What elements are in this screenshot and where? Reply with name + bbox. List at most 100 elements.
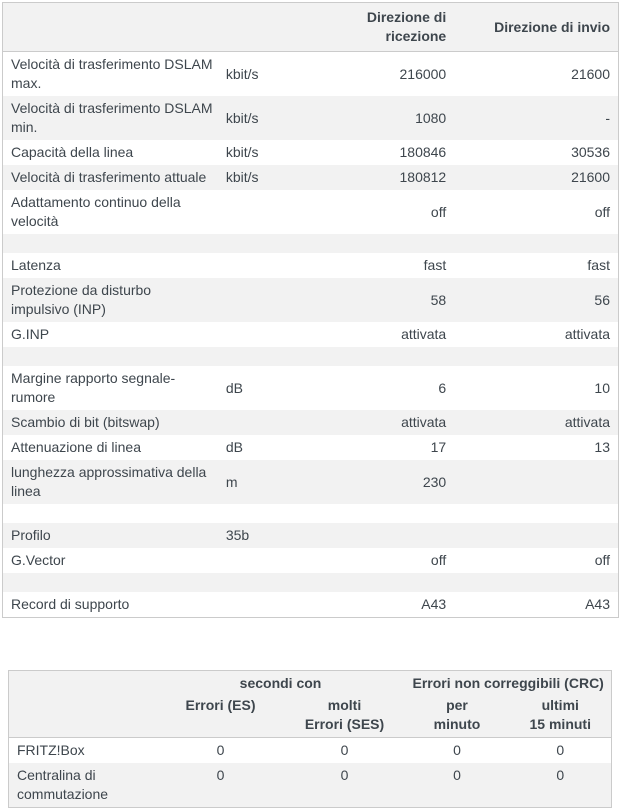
row-value-ricezione: attivata [401, 326, 447, 342]
col-header-per-minuto: per minuto [404, 693, 510, 738]
row-label: Profilo [2, 523, 218, 548]
row-label: Centralina di commutazione [8, 763, 157, 808]
row-value: 0 [216, 742, 225, 758]
col-header-errori-es: Errori (ES) [156, 693, 285, 738]
row-unit [217, 278, 308, 322]
dsl-line-table: Direzione di ricezione Direzione di invi… [2, 2, 619, 618]
table-row: Centralina di commutazione 0 0 0 0 [8, 763, 612, 808]
row-value: 0 [340, 742, 349, 758]
dsl-header-empty-unit [217, 2, 308, 52]
row-unit [217, 410, 308, 435]
table-row: Velocità di trasferimento attuale kbit/s 1… [2, 165, 619, 190]
row-unit [218, 592, 308, 618]
table-row: Attenuazione di linea dB 17 13 [3, 435, 619, 460]
row-label [2, 234, 218, 253]
table-row: Record di supporto A43 A43 [3, 592, 619, 618]
row-value-ricezione [307, 347, 455, 366]
row-value-ricezione [307, 573, 455, 592]
dsl-header-direzione-ricezione: Direzione di ricezione [307, 2, 455, 52]
row-value-invio: attivata [454, 410, 619, 435]
group-header-errori-crc: Errori non correggibili (CRC) [404, 670, 612, 693]
row-value-ricezione: 58 [307, 278, 455, 322]
table-row: Scambio di bit (bitswap) attivata attivata [2, 410, 619, 435]
table-row: Profilo 35b [2, 523, 619, 548]
row-label: Velocità di trasferimento DSLAM min. [2, 96, 218, 140]
table-row: G.INP attivata attivata [3, 322, 619, 347]
row-value-invio: 13 [594, 439, 610, 455]
row-value-ricezione [307, 234, 455, 253]
error-table-group-header-row: secondi con Errori non correggibili (CRC… [8, 670, 612, 693]
row-value-invio: off [594, 203, 610, 220]
table-row: FRITZ!Box 0 0 0 0 [9, 738, 612, 764]
row-value-invio: 21600 [454, 165, 619, 190]
row-value-ricezione: A43 [421, 596, 447, 612]
row-value-invio: 21600 [571, 65, 610, 82]
row-value: 0 [453, 742, 461, 758]
error-table-column-header-row: Errori (ES) molti Errori (SES) per minut… [8, 693, 612, 738]
row-value-ricezione: 6 [438, 379, 447, 396]
row-label: Attenuazione di linea [11, 439, 141, 455]
table-row: Velocità di trasferimento DSLAM max. kbit… [3, 52, 619, 97]
row-value-ricezione: fast [423, 257, 447, 273]
row-value-invio: fast [587, 257, 610, 273]
row-unit: kbit/s [225, 65, 259, 82]
table-row [2, 573, 619, 592]
row-label: lunghezza approssimativa della linea [2, 460, 218, 504]
row-unit: 35b [217, 523, 308, 548]
col-header-molti-errori-ses: molti Errori (SES) [284, 693, 405, 738]
row-value-ricezione: 230 [307, 460, 455, 504]
row-value-invio [454, 460, 619, 504]
row-label: FRITZ!Box [17, 742, 85, 758]
row-value: 0 [156, 763, 285, 808]
table-row: Protezione da disturbo impulsivo (INP) 58… [2, 278, 619, 322]
row-unit [218, 190, 308, 234]
row-value-invio: A43 [585, 596, 610, 612]
row-label: Margine rapporto segnale- rumore [11, 370, 176, 405]
row-label: G.Vector [11, 552, 66, 568]
row-label: Scambio di bit (bitswap) [2, 410, 218, 435]
row-label: Record di supporto [11, 596, 130, 612]
col-header-ultimi-15-minuti: ultimi 15 minuti [509, 693, 612, 738]
dsl-header-empty-label [2, 2, 218, 52]
row-value-ricezione: 180812 [307, 165, 455, 190]
row-value: 0 [284, 763, 405, 808]
row-label [3, 504, 218, 523]
error-subheader-empty [8, 693, 157, 738]
row-label: Adattamento continuo della velocità [11, 194, 181, 229]
row-value-invio [454, 573, 619, 592]
row-value: 0 [509, 763, 612, 808]
row-unit [217, 234, 308, 253]
row-unit: dB [225, 439, 243, 455]
row-value-ricezione: 1080 [307, 96, 455, 140]
dsl-header-direzione-invio: Direzione di invio [454, 2, 619, 52]
table-row: G.Vector off off [3, 548, 619, 573]
row-label: Protezione da disturbo impulsivo (INP) [2, 278, 218, 322]
row-value-ricezione: off [430, 552, 447, 568]
row-unit: kbit/s [217, 96, 308, 140]
row-unit [217, 573, 308, 592]
table-row: lunghezza approssimativa della linea m 230 [2, 460, 619, 504]
row-value-ricezione: 17 [430, 439, 447, 455]
table-row: Velocità di trasferimento DSLAM min. kbit… [2, 96, 619, 140]
row-label: Velocità di trasferimento attuale [2, 165, 218, 190]
row-label: Capacità della linea [11, 144, 134, 160]
row-unit [217, 347, 308, 366]
row-value: 0 [404, 763, 510, 808]
table-row: Adattamento continuo della velocità off of… [3, 190, 619, 234]
row-unit: kbit/s [225, 144, 259, 160]
row-label [2, 573, 218, 592]
row-unit: kbit/s [217, 165, 308, 190]
row-unit [218, 253, 308, 278]
row-value-invio: - [454, 96, 619, 140]
row-label [2, 347, 218, 366]
row-value-invio: 30536 [571, 144, 610, 160]
table-row: Latenza fast fast [3, 253, 619, 278]
row-value-invio [454, 234, 619, 253]
row-value-ricezione: off [430, 203, 447, 220]
row-value-invio: attivata [564, 326, 610, 342]
row-label: G.INP [11, 326, 50, 342]
table-row: Capacità della linea kbit/s 180846 30536 [3, 140, 619, 165]
row-value-invio [454, 523, 619, 548]
table-row [2, 347, 619, 366]
